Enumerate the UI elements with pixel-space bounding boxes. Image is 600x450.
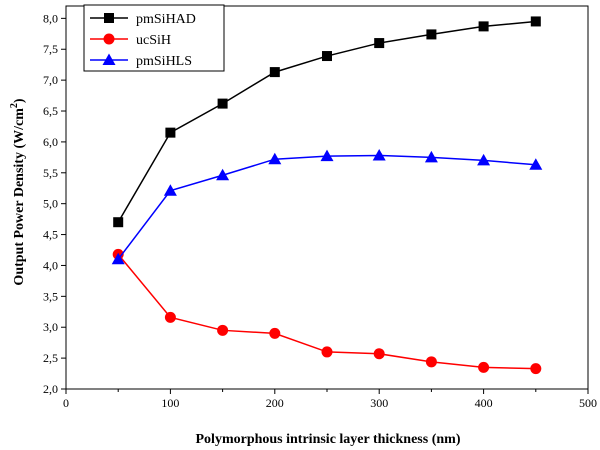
data-point [163, 184, 177, 196]
data-point [477, 153, 491, 166]
data-point [113, 217, 124, 228]
legend-marker [102, 53, 116, 65]
data-point [478, 21, 489, 32]
legend-item-ucsih: ucSiH [90, 33, 171, 48]
series-line [117, 154, 536, 260]
y-tick-label: 8,0 [43, 11, 58, 25]
data-point [320, 149, 334, 162]
data-point [269, 67, 280, 78]
data-point [478, 361, 490, 373]
series-pmsihls [111, 148, 543, 265]
data-point [217, 98, 228, 109]
legend-item-pmsihad: pmSiHAD [90, 12, 196, 27]
legend: pmSiHAD ucSiH pmSiHLS [83, 4, 225, 72]
data-point [529, 158, 543, 170]
data-point [425, 356, 437, 368]
series-pmsihad [113, 16, 541, 228]
x-tick-label: 500 [579, 396, 597, 410]
series-ucsih [112, 248, 542, 375]
data-point [165, 127, 176, 138]
data-point [164, 311, 176, 323]
data-point [374, 38, 385, 49]
data-point [322, 51, 332, 62]
y-tick-label: 6,0 [43, 135, 58, 149]
data-point [321, 346, 333, 358]
legend-label: pmSiHLS [136, 54, 192, 69]
x-tick-label: 0 [63, 396, 69, 410]
data-point [372, 148, 386, 161]
data-point [268, 152, 282, 165]
x-axis-title: Polymorphous intrinsic layer thickness (… [196, 432, 461, 447]
y-tick-label: 5,0 [43, 197, 58, 211]
x-tick-label: 300 [370, 396, 388, 410]
legend-marker [103, 33, 115, 45]
x-tick-label: 100 [161, 396, 179, 410]
data-point [216, 168, 230, 181]
y-tick-label: 3,0 [43, 320, 58, 334]
y-tick-label: 5,5 [43, 166, 58, 180]
legend-label: pmSiHAD [136, 12, 196, 27]
y-tick-label: 7,5 [43, 42, 58, 56]
data-point [424, 150, 438, 163]
y-tick-label: 4,0 [43, 258, 58, 272]
y-axis-title-main: Output Power Density (W/cm [12, 108, 27, 286]
data-point [426, 29, 437, 40]
y-tick-label: 3,5 [43, 289, 58, 303]
y-axis-title-close: ) [12, 98, 27, 103]
y-axis-title-superscript: 2 [9, 103, 20, 108]
y-axis-title: Output Power Density (W/cm2) [9, 98, 27, 285]
legend-label: ucSiH [136, 33, 171, 48]
data-point [530, 363, 542, 375]
legend-item-pmsihls: pmSiHLS [90, 53, 192, 69]
data-point [373, 348, 385, 360]
y-tick-label: 6,5 [43, 104, 58, 118]
y-tick-label: 7,0 [43, 73, 58, 87]
data-point [111, 252, 125, 265]
axis-ticks: 0 100 200 300 400 500 2,0 2,5 3,0 3,5 4,0 4,5 5,0 5,5… [43, 11, 597, 410]
x-tick-label: 200 [266, 396, 284, 410]
data-point [530, 16, 541, 27]
x-tick-label: 400 [475, 396, 493, 410]
y-tick-label: 2,0 [43, 382, 58, 396]
data-point [217, 324, 229, 336]
series-layer [111, 16, 543, 375]
legend-marker [104, 13, 114, 23]
data-point [269, 327, 281, 339]
y-tick-label: 4,5 [43, 228, 58, 242]
y-tick-label: 2,5 [43, 351, 58, 365]
